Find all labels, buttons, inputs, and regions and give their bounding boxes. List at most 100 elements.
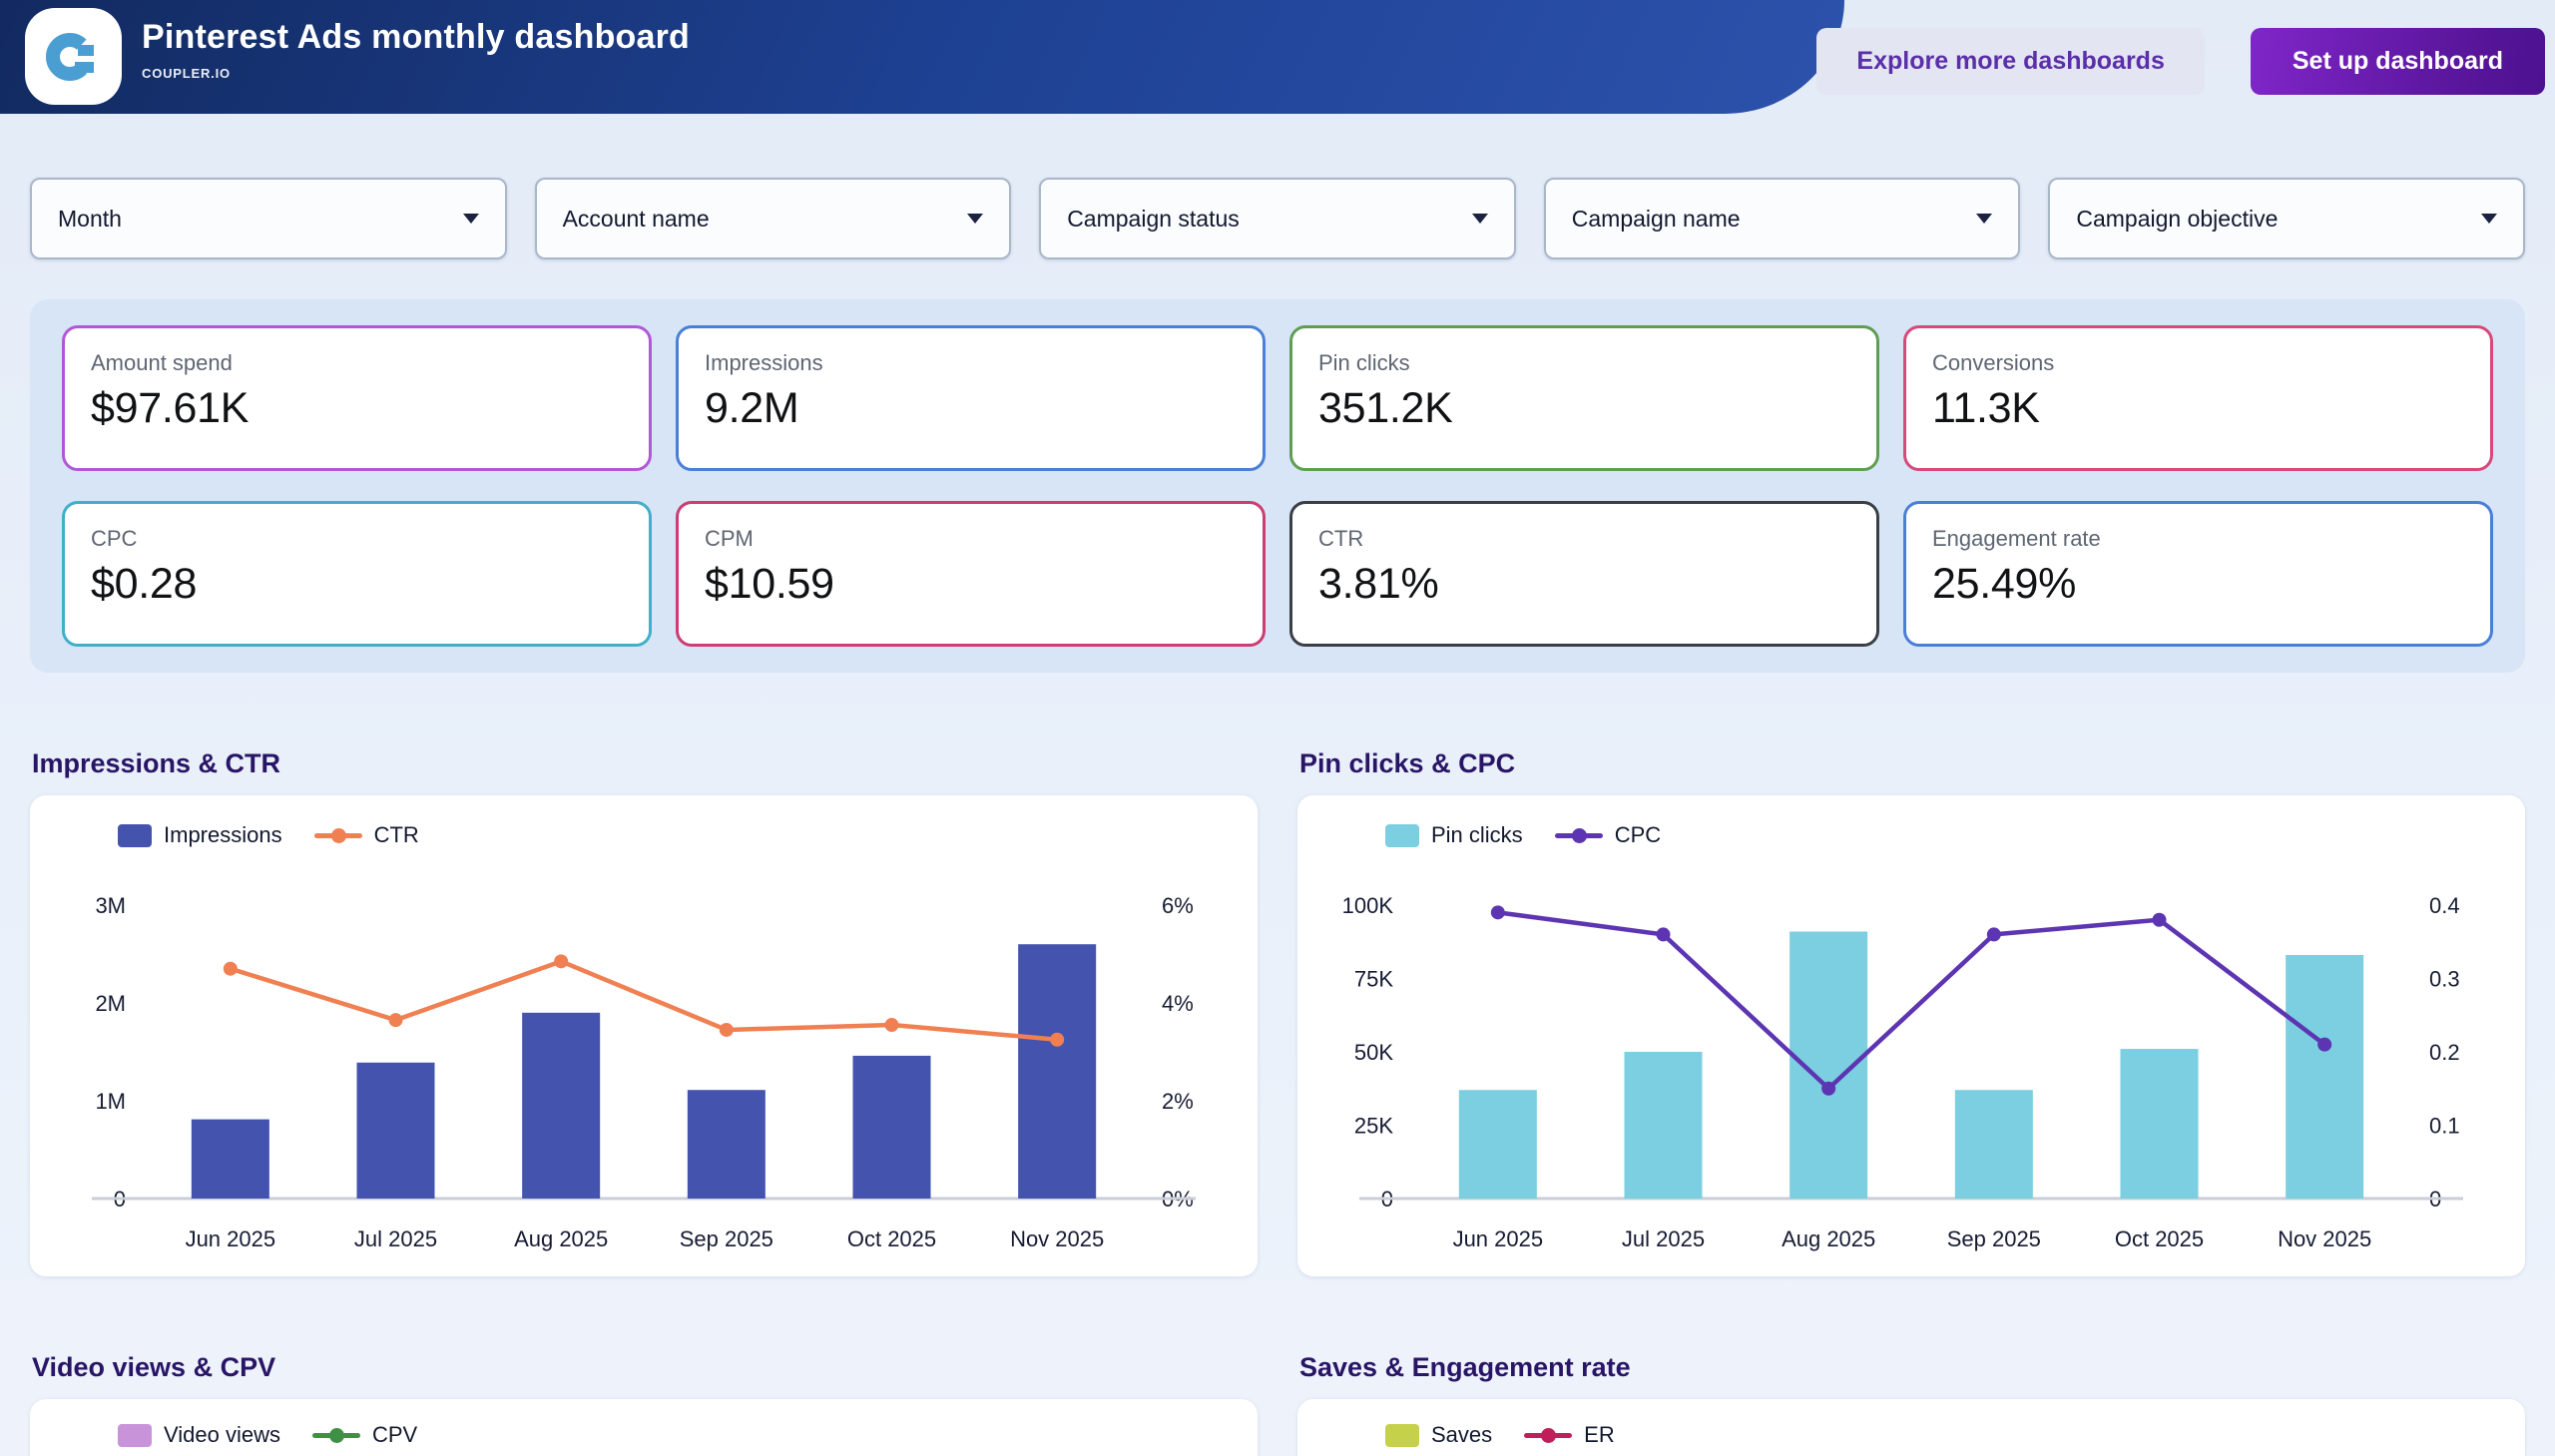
legend-label: Pin clicks: [1431, 822, 1523, 847]
svg-text:3M: 3M: [95, 893, 126, 918]
kpi-label: CTR: [1318, 526, 1364, 551]
charts-row-bottom: Video views & CPV Video views CPV Saves …: [30, 1352, 2525, 1456]
chart-title: Impressions & CTR: [32, 748, 281, 778]
legend-label: Video views: [164, 1422, 280, 1447]
kpi-panel: Amount spend $97.61K Impressions 9.2M Pi…: [30, 299, 2525, 673]
chevron-down-icon: [1976, 214, 1993, 224]
kpi-card-engagement-rate: Engagement rate 25.49%: [1903, 501, 2493, 647]
coupler-logo-icon: [45, 32, 94, 81]
svg-text:Jun 2025: Jun 2025: [1453, 1226, 1544, 1251]
legend-item-pin-clicks: Pin clicks: [1385, 822, 1523, 848]
pin-clicks-cpc-block: Pin clicks & CPC Pin clicks CPC 025K50K7…: [1297, 748, 2525, 1276]
svg-text:Jun 2025: Jun 2025: [186, 1226, 276, 1251]
video-views-cpv-block: Video views & CPV Video views CPV: [30, 1352, 1258, 1456]
legend-item-cpv: CPV: [312, 1422, 417, 1448]
saves-er-block: Saves & Engagement rate Saves ER: [1297, 1352, 2525, 1456]
charts-row-top: Impressions & CTR Impressions CTR 01M2M3…: [30, 748, 2525, 1276]
filter-campaign-name-label: Campaign name: [1571, 205, 1741, 232]
kpi-label: CPM: [705, 526, 754, 551]
svg-text:6%: 6%: [1162, 893, 1194, 918]
video-views-cpv-card: Video views CPV: [30, 1399, 1258, 1456]
legend-label: CTR: [373, 822, 419, 847]
chevron-down-icon: [2480, 214, 2497, 224]
kpi-value: 351.2K: [1318, 384, 1453, 432]
legend-label: Impressions: [164, 822, 282, 847]
svg-text:0.3: 0.3: [2429, 967, 2460, 992]
kpi-label: Pin clicks: [1318, 350, 1410, 375]
svg-text:0.2: 0.2: [2429, 1040, 2460, 1065]
legend-label: ER: [1584, 1422, 1615, 1447]
pin-clicks-legend-swatch: [1385, 823, 1419, 847]
kpi-value: 11.3K: [1932, 384, 2040, 432]
svg-text:0.1: 0.1: [2429, 1114, 2460, 1139]
filter-campaign-objective[interactable]: Campaign objective: [2048, 178, 2525, 259]
filter-campaign-objective-label: Campaign objective: [2076, 205, 2279, 232]
cpv-legend-line-icon: [312, 1427, 360, 1443]
svg-text:1M: 1M: [95, 1089, 126, 1114]
header: Pinterest Ads monthly dashboard COUPLER.…: [0, 0, 2555, 114]
kpi-card-cpm: CPM $10.59: [676, 501, 1266, 647]
impressions-ctr-card: Impressions CTR 01M2M3M0%2%4%6%Jun 2025J…: [30, 795, 1258, 1276]
svg-text:Jul 2025: Jul 2025: [354, 1226, 437, 1251]
kpi-value: 25.49%: [1932, 560, 2077, 608]
header-actions: Explore more dashboards Set up dashboard: [1816, 28, 2545, 95]
svg-text:25K: 25K: [1354, 1114, 1393, 1139]
page-title: Pinterest Ads monthly dashboard: [142, 18, 691, 56]
legend-item-cpc: CPC: [1554, 822, 1662, 848]
setup-dashboard-button[interactable]: Set up dashboard: [2250, 28, 2545, 95]
legend-item-video-views: Video views: [118, 1422, 280, 1448]
explore-dashboards-button[interactable]: Explore more dashboards: [1816, 28, 2205, 95]
kpi-value: 3.81%: [1318, 560, 1439, 608]
filter-month-label: Month: [58, 205, 122, 232]
brand-subtitle: COUPLER.IO: [142, 66, 231, 81]
cpc-legend-line-icon: [1554, 827, 1603, 843]
filter-account-name-label: Account name: [562, 205, 710, 232]
legend-label: CPC: [1614, 822, 1662, 847]
svg-text:100K: 100K: [1342, 893, 1394, 918]
svg-text:2%: 2%: [1162, 1089, 1194, 1114]
chart-title: Pin clicks & CPC: [1299, 748, 1516, 778]
ctr-legend-line-icon: [313, 827, 362, 843]
svg-text:Oct 2025: Oct 2025: [2115, 1226, 2204, 1251]
svg-text:Sep 2025: Sep 2025: [1947, 1226, 2041, 1251]
saves-legend-swatch: [1385, 1423, 1419, 1447]
legend-label: CPV: [372, 1422, 418, 1447]
kpi-card-cpc: CPC $0.28: [62, 501, 652, 647]
header-banner: Pinterest Ads monthly dashboard COUPLER.…: [0, 0, 1844, 114]
kpi-value: $97.61K: [91, 384, 250, 432]
kpi-label: Impressions: [705, 350, 823, 375]
chevron-down-icon: [1471, 214, 1488, 224]
chevron-down-icon: [462, 214, 479, 224]
kpi-card-amount-spend: Amount spend $97.61K: [62, 325, 652, 471]
filter-campaign-name[interactable]: Campaign name: [1543, 178, 2021, 259]
kpi-card-ctr: CTR 3.81%: [1289, 501, 1879, 647]
chart-title: Video views & CPV: [32, 1352, 276, 1382]
kpi-label: CPC: [91, 526, 138, 551]
filter-campaign-status[interactable]: Campaign status: [1039, 178, 1516, 259]
svg-text:Aug 2025: Aug 2025: [514, 1226, 608, 1251]
kpi-card-pin-clicks: Pin clicks 351.2K: [1289, 325, 1879, 471]
filter-bar: Month Account name Campaign status Campa…: [30, 178, 2525, 259]
filter-month[interactable]: Month: [30, 178, 507, 259]
svg-text:Nov 2025: Nov 2025: [1010, 1226, 1104, 1251]
legend-item-saves: Saves: [1385, 1422, 1492, 1448]
chart-legend: Saves ER: [1385, 1421, 2495, 1449]
kpi-card-conversions: Conversions 11.3K: [1903, 325, 2493, 471]
kpi-label: Amount spend: [91, 350, 233, 375]
filter-account-name[interactable]: Account name: [534, 178, 1012, 259]
chart-legend: Impressions CTR: [118, 821, 1228, 849]
coupler-logo: [25, 8, 122, 105]
svg-text:2M: 2M: [95, 991, 126, 1016]
er-legend-line-icon: [1524, 1427, 1573, 1443]
chevron-down-icon: [967, 214, 984, 224]
kpi-value: $0.28: [91, 560, 198, 608]
svg-text:Aug 2025: Aug 2025: [1782, 1226, 1875, 1251]
svg-text:Sep 2025: Sep 2025: [680, 1226, 773, 1251]
chart-legend: Pin clicks CPC: [1385, 821, 2495, 849]
kpi-value: $10.59: [705, 560, 834, 608]
kpi-value: 9.2M: [705, 384, 799, 432]
chart-legend: Video views CPV: [118, 1421, 1228, 1449]
